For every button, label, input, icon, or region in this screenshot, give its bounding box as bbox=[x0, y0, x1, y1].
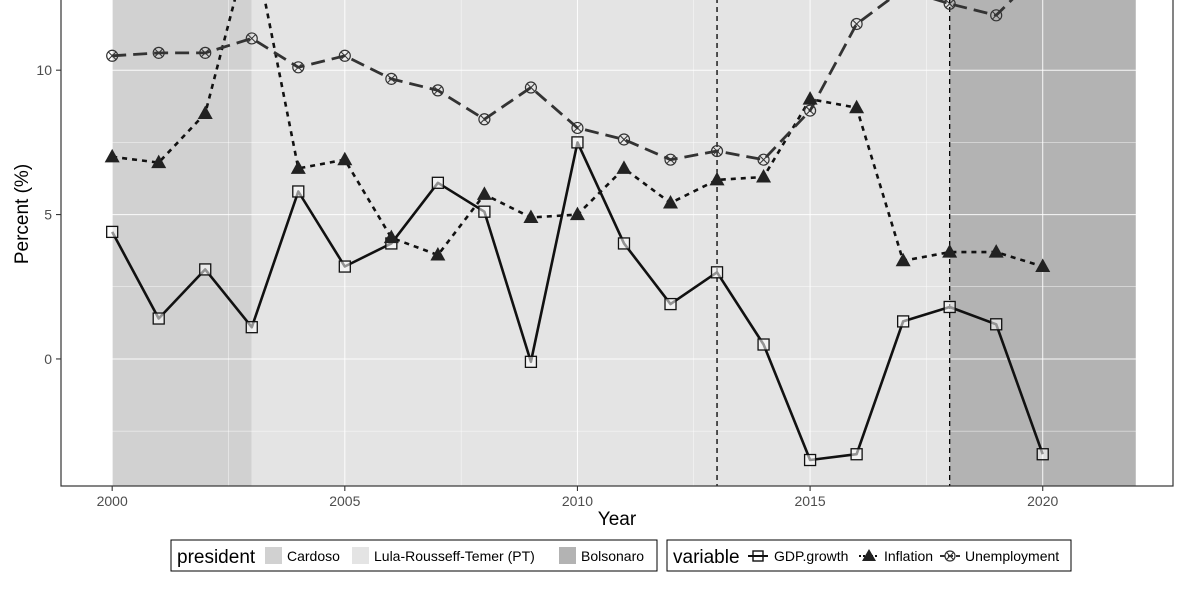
y-axis: 0 5 10 bbox=[36, 62, 61, 367]
point-gdp-growth bbox=[850, 448, 863, 461]
point-inflation bbox=[383, 229, 399, 244]
legend-variable-title: variable bbox=[673, 547, 740, 568]
point-unemployment bbox=[850, 17, 863, 31]
point-inflation bbox=[337, 151, 353, 166]
point-unemployment bbox=[757, 153, 770, 166]
legend-president-title: president bbox=[177, 547, 256, 568]
background-lula-rousseff-temer-pt bbox=[251, 0, 950, 486]
x-tick-label: 2010 bbox=[562, 493, 593, 509]
point-unemployment bbox=[199, 46, 212, 59]
legend-label-unemployment: Unemployment bbox=[965, 548, 1059, 564]
point-unemployment bbox=[617, 133, 631, 146]
point-inflation bbox=[849, 99, 865, 114]
panel-border bbox=[60, 0, 1174, 487]
point-gdp-growth bbox=[199, 263, 212, 276]
x-tick-label: 2015 bbox=[795, 493, 826, 509]
legend-variable: variable GDP.growth Inflation Unemployme… bbox=[666, 539, 1072, 572]
point-gdp-growth bbox=[757, 338, 770, 351]
legend-label-gdp: GDP.growth bbox=[774, 548, 848, 564]
point-inflation bbox=[1035, 258, 1051, 273]
point-inflation bbox=[663, 195, 679, 209]
point-unemployment bbox=[385, 72, 398, 85]
point-gdp-growth bbox=[431, 176, 445, 189]
point-unemployment bbox=[152, 46, 165, 59]
legend-label-pt: Lula-Rousseff-Temer (PT) bbox=[374, 548, 535, 564]
grid-lines bbox=[61, 0, 1173, 486]
y-axis-title: Percent (%) bbox=[12, 164, 33, 264]
legend-key-inflation bbox=[859, 549, 879, 561]
legend-key-cardoso bbox=[265, 547, 282, 564]
point-inflation bbox=[476, 186, 492, 200]
legend-key-gdp bbox=[748, 550, 768, 562]
point-unemployment bbox=[478, 113, 491, 126]
legend-label-bolsonaro: Bolsonaro bbox=[581, 548, 644, 564]
point-unemployment bbox=[990, 9, 1003, 22]
point-unemployment bbox=[803, 104, 817, 117]
point-inflation bbox=[802, 91, 818, 105]
point-inflation bbox=[197, 105, 213, 120]
legend-key-unemployment bbox=[940, 550, 960, 562]
point-gdp-growth bbox=[896, 315, 910, 328]
point-inflation bbox=[709, 171, 725, 186]
point-gdp-growth bbox=[152, 312, 165, 325]
x-tick-label: 2020 bbox=[1027, 493, 1058, 509]
point-gdp-growth bbox=[990, 318, 1003, 331]
y-tick-label: 10 bbox=[36, 62, 52, 78]
y-tick-label: 0 bbox=[44, 351, 52, 367]
legend-key-bolsonaro bbox=[559, 547, 576, 564]
legend-label-cardoso: Cardoso bbox=[287, 548, 340, 564]
point-inflation bbox=[756, 169, 772, 183]
legend-president: president Cardoso Lula-Rousseff-Temer (P… bbox=[170, 539, 658, 572]
point-inflation bbox=[290, 160, 306, 174]
point-inflation bbox=[988, 244, 1004, 258]
x-tick-label: 2000 bbox=[97, 493, 128, 509]
reference-lines bbox=[716, 0, 951, 486]
point-unemployment bbox=[245, 32, 258, 45]
point-inflation bbox=[430, 246, 446, 261]
x-axis: 2000 2005 2010 2015 2020 bbox=[97, 486, 1059, 509]
point-gdp-growth bbox=[617, 237, 631, 250]
background-cardoso bbox=[112, 0, 252, 486]
point-unemployment bbox=[943, 0, 956, 10]
point-unemployment bbox=[106, 49, 119, 62]
y-tick-label: 5 bbox=[44, 207, 52, 223]
series-group bbox=[104, 0, 1051, 467]
point-gdp-growth bbox=[943, 300, 956, 314]
point-unemployment bbox=[710, 144, 724, 158]
point-gdp-growth bbox=[803, 453, 817, 467]
panel-backgrounds bbox=[61, 0, 1173, 486]
point-gdp-growth bbox=[338, 260, 351, 273]
point-inflation bbox=[151, 154, 167, 169]
point-unemployment bbox=[664, 153, 677, 166]
point-gdp-growth bbox=[106, 225, 119, 239]
point-gdp-growth bbox=[245, 321, 258, 334]
point-inflation bbox=[895, 252, 911, 267]
legend-label-inflation: Inflation bbox=[884, 548, 933, 564]
point-unemployment bbox=[431, 84, 444, 97]
point-unemployment bbox=[338, 49, 351, 62]
x-axis-title: Year bbox=[598, 509, 637, 530]
point-inflation bbox=[104, 148, 120, 163]
point-inflation bbox=[569, 206, 585, 221]
point-inflation bbox=[523, 209, 539, 223]
point-inflation bbox=[942, 244, 958, 258]
point-gdp-growth bbox=[571, 136, 584, 149]
x-tick-label: 2005 bbox=[329, 493, 360, 509]
point-unemployment bbox=[571, 121, 584, 135]
point-unemployment bbox=[292, 61, 305, 74]
point-gdp-growth bbox=[524, 355, 538, 368]
legend-key-pt bbox=[352, 547, 369, 564]
point-gdp-growth bbox=[710, 266, 724, 279]
point-gdp-growth bbox=[292, 185, 305, 198]
point-unemployment bbox=[524, 81, 538, 94]
point-gdp-growth bbox=[478, 205, 491, 218]
point-inflation bbox=[616, 160, 632, 174]
point-gdp-growth bbox=[1036, 448, 1049, 461]
point-gdp-growth bbox=[664, 297, 677, 311]
